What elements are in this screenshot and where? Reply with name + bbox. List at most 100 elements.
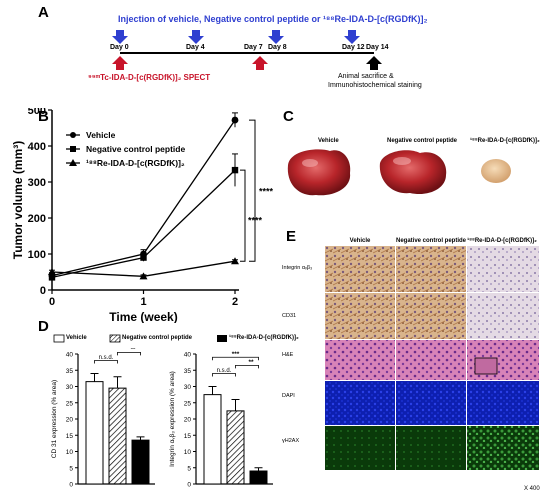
tile-dapi-negative bbox=[396, 381, 466, 425]
tile-integrin-negative bbox=[396, 246, 466, 292]
grid-row-gh2ax: γH2AX bbox=[282, 438, 300, 444]
bar-legend bbox=[53, 334, 227, 343]
y-tick-label: 100 bbox=[28, 249, 46, 261]
injection-arrow bbox=[112, 30, 128, 44]
spect-arrow bbox=[252, 56, 268, 70]
sacrifice-arrow bbox=[366, 56, 382, 70]
legend-label: ¹⁸⁸Re-IDA-D-[c(RGDfK)]₂ bbox=[229, 335, 299, 341]
significance-bracket bbox=[235, 364, 259, 369]
day-label: Day 7 bbox=[244, 44, 263, 51]
y-tick-label: 20 bbox=[66, 417, 74, 424]
y-tick-label: 15 bbox=[66, 433, 74, 440]
significance-label: **** bbox=[248, 216, 263, 226]
tumor-volume-chart: 0 100 200 300 400 500 0 1 2 Time (week) Tumor volu… bbox=[11, 108, 274, 323]
tumor-photo-vehicle bbox=[287, 149, 351, 196]
series-line bbox=[51, 169, 236, 279]
significance-bracket bbox=[240, 169, 246, 262]
y-tick-label: 30 bbox=[184, 384, 192, 391]
y-tick-label: 35 bbox=[184, 368, 192, 375]
grid-row-dapi: DAPI bbox=[282, 393, 295, 399]
day-label: Day 8 bbox=[268, 44, 287, 51]
x-tick-label: 0 bbox=[49, 296, 55, 308]
tumor-photo-negative bbox=[379, 150, 447, 195]
tile-cd31-vehicle bbox=[325, 293, 395, 339]
tumor-photos bbox=[287, 149, 511, 196]
y-tick-label: 40 bbox=[66, 352, 74, 359]
day-label: Day 0 bbox=[110, 44, 129, 51]
grid-col-negative: Negative control peptide bbox=[395, 238, 466, 244]
panel-label-a: A bbox=[38, 4, 49, 21]
tile-integrin-vehicle bbox=[325, 246, 395, 292]
grid-col-re188: ¹⁸⁸Re-IDA-D-[c(RGDfK)]₂ bbox=[467, 238, 537, 244]
significance-label: ** bbox=[248, 359, 254, 366]
grid-row-integrin: Integrin αᵥβ₃ bbox=[282, 265, 313, 271]
legend-label: Vehicle bbox=[86, 130, 116, 140]
significance-bracket bbox=[117, 351, 141, 356]
y-axis-title: Tumor volume (mm³) bbox=[11, 141, 25, 259]
tumor-photo-re188 bbox=[481, 159, 511, 183]
y-tick-label: 25 bbox=[66, 400, 74, 407]
photo-label-negative: Negative control peptide bbox=[387, 138, 458, 144]
y-tick-label: 40 bbox=[184, 352, 192, 359]
tile-gh2ax-negative bbox=[396, 426, 466, 470]
y-tick-label: 0 bbox=[187, 482, 191, 489]
y-tick-label: 500 bbox=[28, 108, 46, 117]
data-point bbox=[231, 257, 239, 265]
significance-label: n.s.d. bbox=[217, 368, 232, 374]
y-tick-label: 0 bbox=[69, 482, 73, 489]
day-label: Day 12 bbox=[342, 44, 365, 51]
y-tick-label: 30 bbox=[66, 384, 74, 391]
microscopy-grid bbox=[325, 246, 539, 470]
significance-label: n.s.d. bbox=[99, 355, 114, 361]
legend-label: Negative control peptide bbox=[86, 144, 185, 154]
legend-marker bbox=[70, 146, 76, 152]
significance-label: **** bbox=[259, 187, 274, 197]
spect-arrows bbox=[112, 56, 268, 70]
timeline-diagram bbox=[112, 30, 382, 70]
photo-label-vehicle: Vehicle bbox=[318, 138, 339, 144]
y-tick-label: 200 bbox=[28, 213, 46, 225]
he-inset bbox=[474, 357, 498, 375]
grid-row-cd31: CD31 bbox=[282, 313, 297, 319]
panel-label-c: C bbox=[283, 108, 294, 125]
significance-bracket bbox=[94, 360, 118, 364]
bar bbox=[131, 439, 150, 485]
grid-row-he: H&E bbox=[282, 352, 294, 358]
day-label: Day 4 bbox=[186, 44, 205, 51]
staining-text: Immunohistochemical staining bbox=[328, 82, 422, 89]
data-point bbox=[139, 272, 148, 280]
significance-label: ** bbox=[130, 348, 136, 353]
tile-gh2ax-re188 bbox=[467, 426, 539, 470]
significance-label: *** bbox=[232, 351, 240, 358]
injection-arrow bbox=[188, 30, 204, 44]
injection-arrow bbox=[344, 30, 360, 44]
panel-label-e: E bbox=[286, 228, 297, 245]
tile-he-negative bbox=[396, 340, 466, 380]
tile-he-vehicle bbox=[325, 340, 395, 380]
bar bbox=[85, 381, 104, 485]
x-tick-label: 1 bbox=[140, 296, 146, 308]
y-axis-title: Integrin αᵥβ₃ expression (% area) bbox=[169, 371, 176, 467]
photo-label-re188: ¹⁸⁸Re-IDA-D-[c(RGDfK)]₂ bbox=[470, 138, 540, 144]
y-tick-label: 15 bbox=[184, 433, 192, 440]
grid-col-vehicle: Vehicle bbox=[349, 238, 371, 244]
panel-label-b: B bbox=[38, 108, 49, 125]
y-tick-label: 400 bbox=[28, 141, 46, 153]
x-axis-title: Time (week) bbox=[109, 310, 177, 323]
tile-integrin-re188 bbox=[467, 246, 539, 292]
data-point bbox=[48, 268, 56, 275]
y-tick-label: 5 bbox=[69, 465, 73, 472]
spect-text: ⁹⁹ᵐTc-IDA-D-[c(RGDfK)]₂ SPECT bbox=[88, 73, 211, 82]
y-tick-label: 300 bbox=[28, 177, 46, 189]
y-tick-label: 10 bbox=[184, 449, 192, 456]
integrin-bar-chart: 0 5 10 15 20 25 30 35 40 Integrin αᵥβ₃ expression… bbox=[169, 351, 273, 489]
significance-bracket bbox=[212, 356, 259, 361]
bar bbox=[108, 387, 127, 485]
injection-text: Injection of vehicle, Negative control p… bbox=[118, 14, 428, 24]
injection-arrows bbox=[112, 30, 360, 44]
significance-bracket bbox=[249, 119, 256, 262]
y-axis-title: CD 31 expression (% area) bbox=[51, 380, 58, 458]
significance-bracket bbox=[212, 373, 236, 377]
x-tick-label: 2 bbox=[232, 296, 238, 308]
tile-cd31-negative bbox=[396, 293, 466, 339]
